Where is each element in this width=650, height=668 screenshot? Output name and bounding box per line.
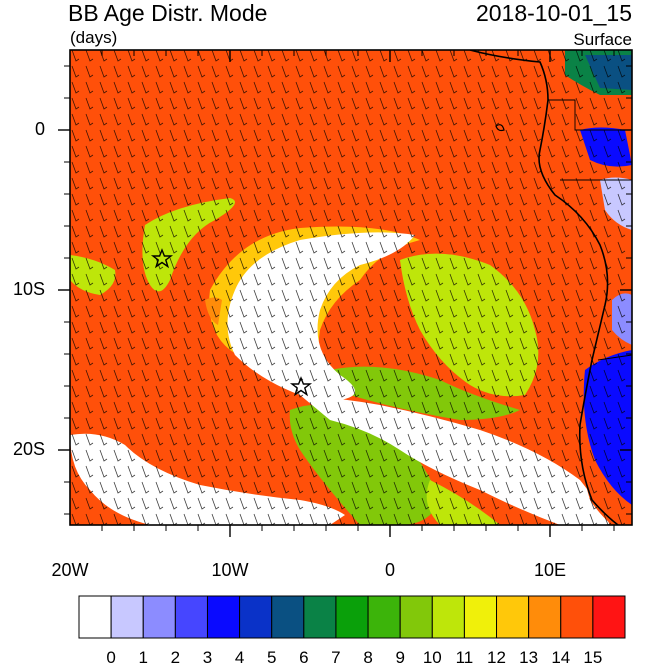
lat-label-10s: 10S xyxy=(12,279,45,299)
border-line-1 xyxy=(548,99,632,131)
colorbar-label-7: 7 xyxy=(331,648,341,667)
lon-label-0: 0 xyxy=(384,560,395,580)
lon-label-10e: 10E xyxy=(533,560,567,580)
coastline xyxy=(469,50,619,525)
colorbar-label-4: 4 xyxy=(234,648,245,667)
map-frame xyxy=(69,49,633,526)
colorbar-label-12: 12 xyxy=(487,648,506,667)
colorbar-box-11 xyxy=(431,595,465,639)
colorbar-box-6 xyxy=(271,595,305,639)
colorbar-label-10: 10 xyxy=(422,648,442,667)
colorbar-label-13: 13 xyxy=(519,648,539,667)
colorbar-box-9 xyxy=(367,595,401,639)
colorbar-box-16 xyxy=(592,595,626,639)
colorbar-label-15: 15 xyxy=(583,648,603,667)
colorbar-label-1: 1 xyxy=(138,648,148,667)
colorbar xyxy=(78,595,626,639)
colorbar-label-5: 5 xyxy=(266,648,277,667)
colorbar-box-8 xyxy=(335,595,369,639)
colorbar-box-7 xyxy=(303,595,337,639)
colorbar-box-14 xyxy=(528,595,562,639)
colorbar-box-3 xyxy=(174,595,208,639)
lat-label-0: 0 xyxy=(34,119,45,139)
colorbar-label-3: 3 xyxy=(202,648,213,667)
map-field xyxy=(70,50,632,525)
colorbar-box-4 xyxy=(206,595,241,639)
border-line-3 xyxy=(597,354,632,361)
colorbar-box-5 xyxy=(239,595,273,639)
island xyxy=(495,124,505,132)
star-marker-1 xyxy=(150,248,174,269)
star-marker-2 xyxy=(289,376,313,397)
colorbar-label-11: 11 xyxy=(455,648,474,667)
lon-label-20w: 20W xyxy=(51,560,89,580)
colorbar-box-10 xyxy=(399,595,433,639)
colorbar-label-0: 0 xyxy=(106,648,116,667)
colorbar-label-2: 2 xyxy=(170,648,181,667)
colorbar-label-8: 8 xyxy=(363,648,373,667)
colorbar-label-9: 9 xyxy=(395,648,405,667)
colorbar-box-12 xyxy=(463,595,498,639)
units-label: (days) xyxy=(70,28,118,47)
wind-vectors xyxy=(70,50,632,525)
map-title: BB Age Distr. Mode xyxy=(68,0,268,26)
colorbar-box-0 xyxy=(78,595,112,639)
minor-ticks xyxy=(64,50,632,531)
colorbar-label-6: 6 xyxy=(299,648,309,667)
colorbar-label-14: 14 xyxy=(551,648,571,667)
lon-label-10w: 10W xyxy=(211,560,249,580)
datetime-label: 2018-10-01_15 xyxy=(475,0,632,26)
major-ticks xyxy=(58,50,632,537)
colorbar-box-13 xyxy=(496,595,530,639)
colorbar-box-2 xyxy=(142,595,176,639)
colorbar-box-1 xyxy=(110,595,144,639)
colorbar-box-15 xyxy=(560,595,594,639)
lat-label-20s: 20S xyxy=(12,439,45,459)
level-label: Surface xyxy=(573,30,632,49)
